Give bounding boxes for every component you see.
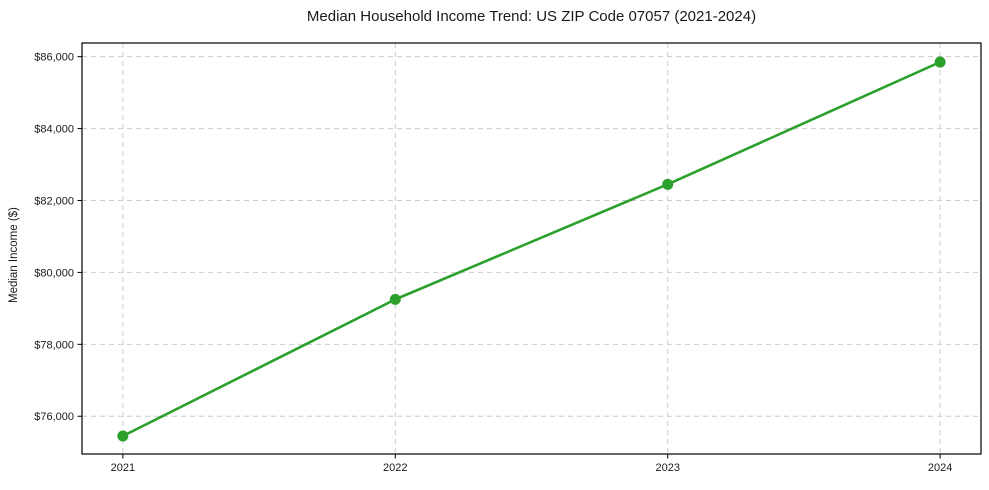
y-tick-label: $86,000 [34,52,74,64]
data-point-2023 [662,178,674,190]
trend-line [121,60,942,438]
plot-border [81,42,982,455]
data-point-2024 [934,56,946,68]
y-tick-label: $78,000 [34,339,74,351]
x-tick-label: 2024 [928,462,952,474]
x-tick-label: 2021 [111,462,135,474]
y-tick-label: $76,000 [34,411,74,423]
x-tick-label: 2022 [383,462,407,474]
y-tick-label: $80,000 [34,267,74,279]
data-point-2021 [117,430,129,442]
data-point-2022 [389,293,401,305]
x-tick-label: 2023 [655,462,679,474]
y-tick-label: $84,000 [34,124,74,136]
chart-title: Median Household Income Trend: US ZIP Co… [306,8,757,25]
y-tick-label: $82,000 [34,195,74,207]
